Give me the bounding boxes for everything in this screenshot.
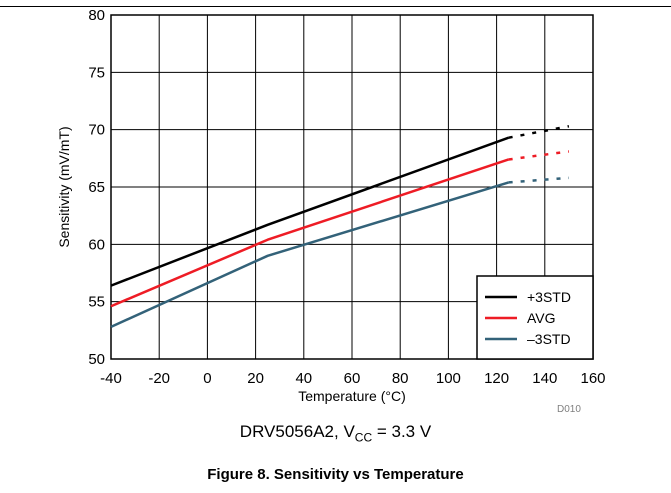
x-tick-label: 60 <box>344 370 361 387</box>
figure-code: D010 <box>557 404 581 415</box>
x-axis-label: Temperature (°C) <box>298 388 406 404</box>
series-line <box>110 136 510 287</box>
legend-label: +3STD <box>527 289 571 305</box>
y-axis-label: Sensitivity (mV/mT) <box>56 126 72 247</box>
subtitle-rest: = 3.3 V <box>372 422 432 441</box>
x-tick-label: 80 <box>392 370 409 387</box>
y-tick-label: 55 <box>88 294 105 311</box>
series-extrapolation <box>508 124 570 139</box>
x-tick-label: -20 <box>148 370 170 387</box>
y-tick-label: 60 <box>88 236 105 253</box>
x-tick-label: 20 <box>247 370 264 387</box>
series-line <box>110 181 510 329</box>
series-extrapolation <box>508 150 570 161</box>
x-tick-label: 140 <box>532 370 557 387</box>
sensitivity-chart: -40 -20 0 20 40 60 80 100 120 140 160 50 55 60 65 70 75 8… <box>56 7 606 404</box>
legend-label: –3STD <box>527 331 571 347</box>
x-tick-label: -40 <box>100 370 122 387</box>
chart-subtitle: DRV5056A2, VCC = 3.3 V <box>0 422 671 444</box>
subtitle-part: DRV5056A2, V <box>239 422 355 441</box>
y-tick-label: 75 <box>88 64 105 81</box>
plot-frame <box>110 14 594 360</box>
x-tick-label: 40 <box>295 370 312 387</box>
y-tick-label: 65 <box>88 179 105 196</box>
y-tick-label: 50 <box>88 351 105 368</box>
x-tick-label: 0 <box>203 370 211 387</box>
figure-caption: Figure 8. Sensitivity vs Temperature <box>207 466 464 483</box>
subtitle-subscript: CC <box>354 430 373 445</box>
x-tick-label: 100 <box>436 370 461 387</box>
y-tick-label: 80 <box>88 7 105 24</box>
legend-label: AVG <box>527 310 556 326</box>
top-rule <box>0 6 671 7</box>
y-tick-label: 70 <box>88 122 105 139</box>
x-tick-label: 160 <box>580 370 605 387</box>
series-extrapolation <box>508 176 569 184</box>
x-tick-label: 120 <box>484 370 509 387</box>
series-line <box>110 158 510 308</box>
